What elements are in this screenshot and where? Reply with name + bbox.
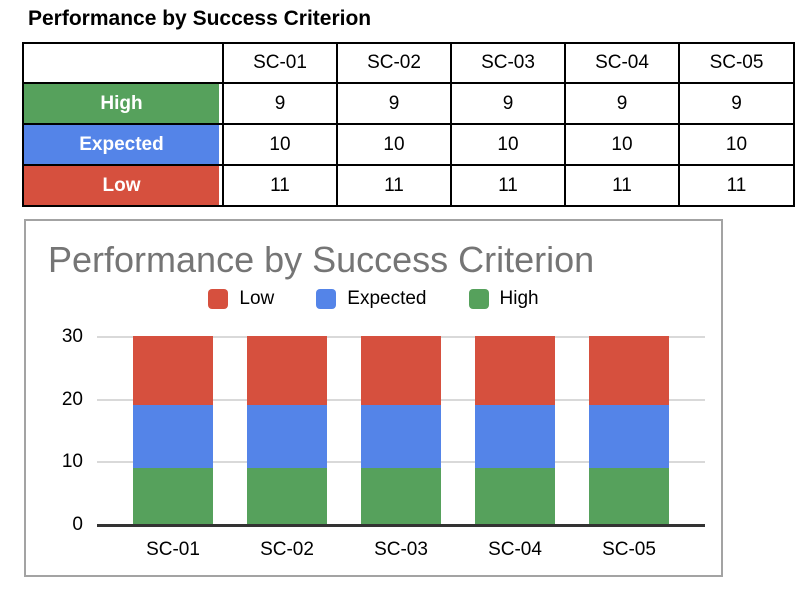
chart-legend: Low Expected High: [26, 288, 721, 310]
legend-label: Expected: [347, 288, 427, 309]
bar-area: [116, 336, 686, 524]
bar-segment-low: [589, 336, 669, 405]
column-header: SC-05: [678, 42, 795, 84]
bar-segment-high: [133, 467, 213, 524]
row-label-expected: Expected: [22, 123, 224, 166]
stacked-bar: [133, 336, 213, 524]
legend-swatch-expected: [316, 289, 337, 309]
column-header: SC-03: [450, 42, 566, 84]
bar-segment-low: [133, 336, 213, 405]
table-cell: 9: [564, 82, 680, 125]
x-axis-label: SC-03: [374, 539, 428, 560]
chart-title: Performance by Success Criterion: [48, 239, 595, 280]
row-label-fill: Expected: [25, 126, 219, 163]
x-axis-label: SC-05: [602, 539, 656, 560]
bar-segment-expected: [589, 404, 669, 468]
table-cell: 11: [678, 164, 795, 207]
table-cell: 10: [564, 123, 680, 166]
bar-segment-high: [589, 467, 669, 524]
chart-card[interactable]: Performance by Success Criterion Low Exp…: [24, 219, 723, 577]
y-axis-tick: 0: [72, 514, 83, 535]
legend-item-high: High: [468, 288, 539, 310]
table-cell: 9: [336, 82, 452, 125]
table-cell: 10: [678, 123, 795, 166]
column-header: SC-02: [336, 42, 452, 84]
row-label-text: Expected: [79, 133, 164, 155]
column-header: SC-01: [222, 42, 338, 84]
table-cell: 11: [222, 164, 338, 207]
legend-item-low: Low: [208, 288, 274, 310]
bar-group: [458, 336, 572, 524]
table-cell: 9: [450, 82, 566, 125]
data-table: SC-01 SC-02 SC-03 SC-04 SC-05 High 9 9 9…: [22, 42, 795, 207]
row-label-low: Low: [22, 164, 224, 207]
table-header-row: SC-01 SC-02 SC-03 SC-04 SC-05: [22, 42, 795, 84]
stacked-bar: [475, 336, 555, 524]
x-axis-label: SC-04: [488, 539, 542, 560]
bar-group: [116, 336, 230, 524]
table-cell: 10: [450, 123, 566, 166]
bar-segment-low: [361, 336, 441, 405]
bar-segment-expected: [475, 404, 555, 468]
legend-swatch-high: [468, 289, 489, 309]
stacked-bar: [589, 336, 669, 524]
bar-segment-high: [475, 467, 555, 524]
table-cell: 9: [678, 82, 795, 125]
legend-label: Low: [239, 288, 275, 309]
row-label-high: High: [22, 82, 224, 125]
page-title: Performance by Success Criterion: [28, 7, 372, 30]
table-cell: 11: [564, 164, 680, 207]
column-header: SC-04: [564, 42, 680, 84]
bar-segment-low: [475, 336, 555, 405]
legend-swatch-low: [208, 289, 229, 309]
bar-segment-expected: [361, 404, 441, 468]
x-axis-labels: SC-01 SC-02 SC-03 SC-04 SC-05: [116, 539, 686, 561]
bar-segment-high: [247, 467, 327, 524]
bar-segment-expected: [133, 404, 213, 468]
bar-segment-high: [361, 467, 441, 524]
bar-group: [230, 336, 344, 524]
y-axis-tick: 20: [61, 389, 83, 410]
table-cell: 9: [222, 82, 338, 125]
table-corner-cell: [22, 42, 224, 84]
row-label-fill: High: [25, 85, 219, 122]
legend-item-expected: Expected: [316, 288, 427, 310]
bar-segment-expected: [247, 404, 327, 468]
x-axis-label: SC-01: [146, 539, 200, 560]
stacked-bar: [247, 336, 327, 524]
table-cell: 10: [336, 123, 452, 166]
row-label-text: High: [100, 92, 143, 114]
y-axis-tick: 30: [61, 326, 83, 347]
x-axis-line: [97, 524, 705, 527]
legend-label: High: [499, 288, 539, 309]
bar-group: [572, 336, 686, 524]
bar-group: [344, 336, 458, 524]
table-row-low: Low 11 11 11 11 11: [22, 164, 795, 207]
table-row-expected: Expected 10 10 10 10 10: [22, 123, 795, 166]
stacked-bar: [361, 336, 441, 524]
table-cell: 11: [336, 164, 452, 207]
bar-segment-low: [247, 336, 327, 405]
table-cell: 11: [450, 164, 566, 207]
y-axis-tick: 10: [61, 451, 83, 472]
row-label-fill: Low: [25, 167, 219, 204]
x-axis-label: SC-02: [260, 539, 314, 560]
table-cell: 10: [222, 123, 338, 166]
table-row-high: High 9 9 9 9 9: [22, 82, 795, 125]
row-label-text: Low: [102, 174, 141, 196]
